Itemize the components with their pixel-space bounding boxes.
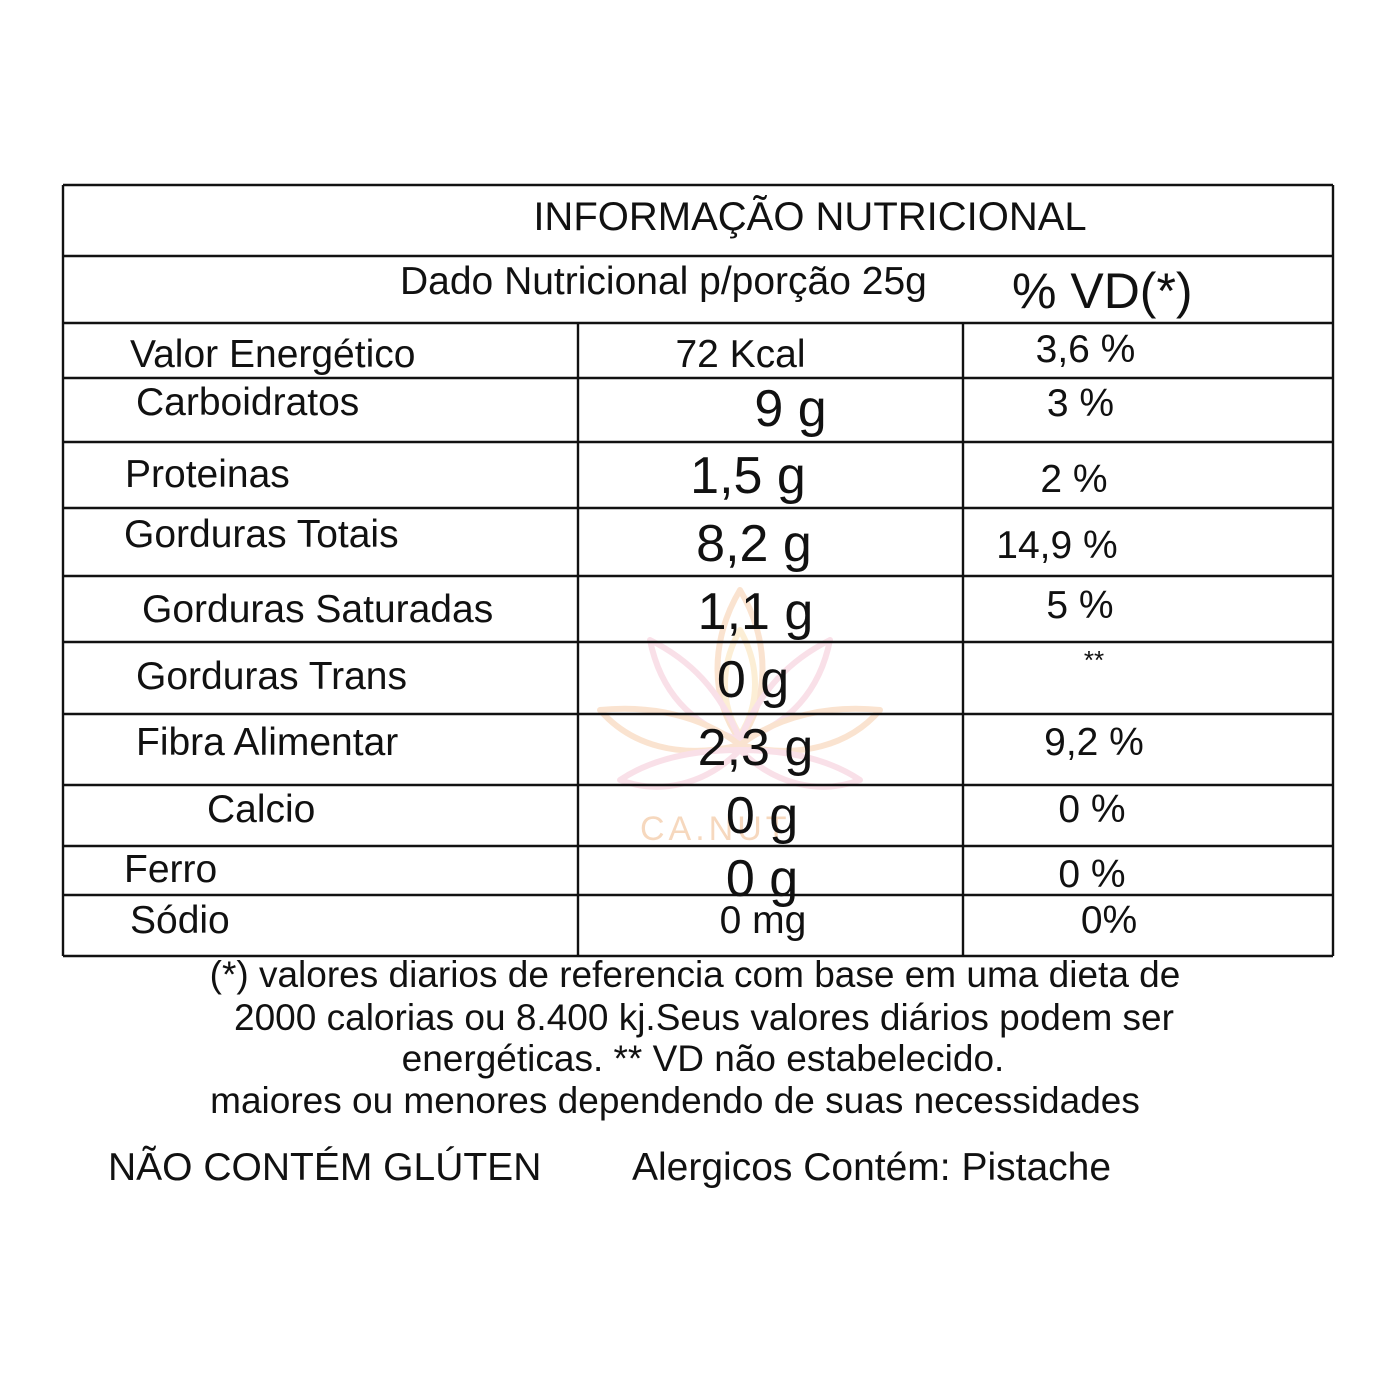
nutrient-amount: 9 g [754,380,827,438]
footnote-line-1: (*) valores diarios de referencia com ba… [209,954,1181,995]
label-title: INFORMAÇÃO NUTRICIONAL [533,195,1087,239]
nutrient-vd: 9,2 % [1044,721,1144,764]
nutrient-amount: 1,1 g [697,583,814,641]
nutrient-amount: 1,5 g [690,447,806,505]
nutrient-vd: 14,9 % [996,524,1118,567]
nutrient-name: Gorduras Totais [124,513,399,556]
nutrient-name: Ferro [124,848,218,891]
nutrient-name: Carboidratos [136,381,360,424]
nutrient-name: Valor Energético [130,333,416,376]
footnote-line-3: energéticas. ** VD não estabelecido. [401,1038,1005,1079]
nutrient-vd: 0% [1080,899,1138,942]
nutrient-name: Fibra Alimentar [136,721,399,764]
vd-header: % VD(*) [1012,263,1193,319]
nutrient-amount: 0 g [725,787,799,845]
nutrient-amount: 0 mg [719,899,807,942]
nutrient-vd: 5 % [1046,584,1114,627]
nutrient-amount: 2,3 g [697,719,814,777]
nutrient-name: Gorduras Trans [136,655,407,698]
nutrient-name: Proteinas [125,453,290,496]
nutrient-vd: 0 % [1058,853,1126,896]
footnote-line-2: 2000 calorias ou 8.400 kj.Seus valores d… [234,997,1174,1038]
nutrient-vd: 3 % [1046,382,1115,425]
nutrient-name: Sódio [130,899,230,942]
nutrient-vd: 2 % [1040,458,1108,501]
nutrient-amount: 0 g [725,850,799,908]
nutrient-name: Calcio [207,788,316,831]
watermark-brand: CA.NUT [640,810,791,848]
nutrient-amount: 8,2 g [696,515,812,573]
nutrient-name: Gorduras Saturadas [142,588,494,631]
nutrient-vd: 0 % [1058,788,1126,831]
gluten-notice: NÃO CONTÉM GLÚTEN [108,1146,542,1189]
portion-label: Dado Nutricional p/porção 25g [400,260,927,303]
nutrient-amount: 72 Kcal [675,333,806,376]
footnote-line-4: maiores ou menores dependendo de suas ne… [210,1080,1140,1121]
allergen-notice: Alergicos Contém: Pistache [632,1146,1112,1189]
nutrient-vd: ** [1083,645,1105,675]
nutrient-amount: 0 g [716,651,790,709]
nutrient-vd: 3,6 % [1035,328,1136,371]
